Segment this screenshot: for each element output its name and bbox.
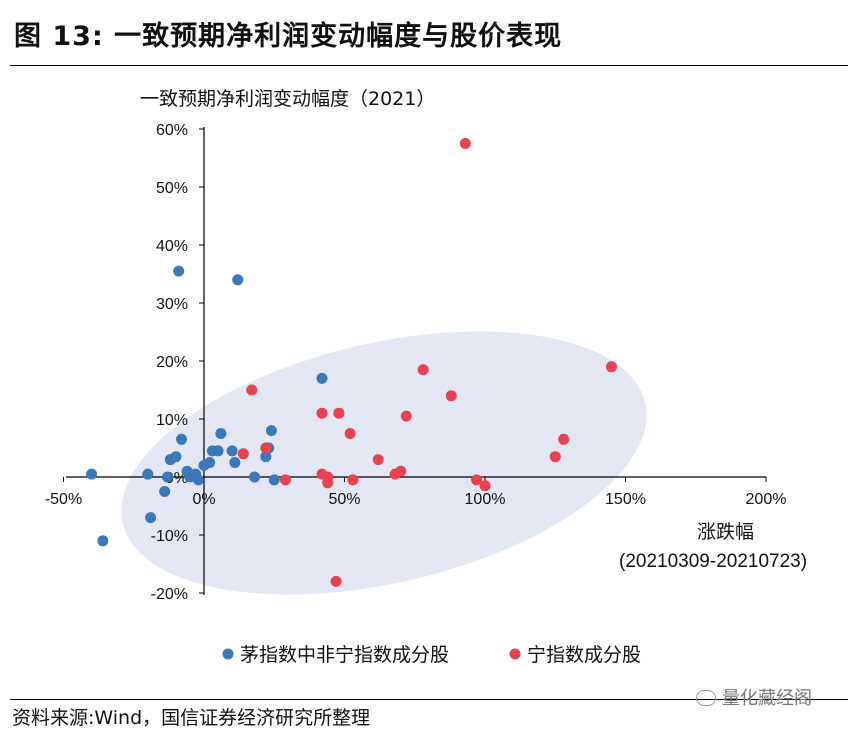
point-ning-index	[333, 407, 345, 419]
point-ning-index	[479, 480, 491, 492]
source-divider	[10, 699, 848, 700]
point-mao-index	[161, 471, 173, 483]
point-mao-index	[173, 265, 185, 277]
point-mao-index	[226, 445, 238, 457]
point-mao-index	[86, 468, 98, 480]
point-mao-index	[164, 454, 176, 466]
point-mao-index	[249, 471, 261, 483]
scatter-chart: -20%-10%0%10%20%30%40%50%60%-50% 0% 50% 100…	[45, 88, 807, 666]
legend-label: 茅指数中非宁指数成分股	[240, 644, 449, 666]
point-mao-index	[97, 535, 109, 547]
point-mao-index	[159, 486, 171, 497]
point-ning-index	[330, 575, 342, 587]
source-note: 资料来源:Wind，国信证券经济研究所整理	[12, 707, 371, 729]
x-tick-label: 200%	[746, 491, 787, 508]
point-ning-index	[395, 465, 407, 477]
point-mao-index	[268, 474, 280, 486]
point-mao-index	[145, 512, 157, 524]
point-ning-index	[445, 390, 457, 402]
legend-label: 宁指数成分股	[527, 644, 641, 666]
x-tick-label: 150%	[605, 491, 646, 508]
point-mao-index	[176, 433, 188, 445]
point-mao-index	[142, 468, 154, 480]
point-ning-index	[605, 361, 617, 373]
point-mao-index	[215, 428, 227, 439]
point-mao-index	[316, 372, 328, 384]
y-tick-label: 30%	[156, 296, 188, 313]
point-ning-index	[246, 384, 258, 396]
watermark-text: 量化藏经阁	[722, 688, 812, 709]
point-mao-index	[260, 451, 272, 463]
point-ning-index	[347, 474, 359, 486]
x-axis-sublabel: (20210309-20210723)	[619, 551, 807, 572]
x-tick-label: 0%	[192, 491, 215, 508]
y-tick-label: 40%	[156, 238, 188, 255]
data-points	[86, 138, 617, 587]
point-ning-index	[237, 448, 249, 460]
x-tick-label: 100%	[465, 491, 506, 508]
point-mao-index	[212, 445, 224, 457]
point-ning-index	[344, 428, 356, 439]
point-ning-index	[400, 410, 412, 422]
legend: 茅指数中非宁指数成分股 宁指数成分股	[222, 644, 641, 666]
y-tick-label: 10%	[156, 412, 188, 429]
point-ning-index	[322, 477, 334, 489]
x-tick-label: -50%	[45, 491, 82, 508]
y-tick-label: 60%	[156, 122, 188, 139]
point-ning-index	[260, 442, 272, 454]
point-ning-index	[471, 474, 483, 486]
legend-marker	[509, 648, 521, 660]
point-ning-index	[549, 451, 561, 463]
y-tick-label: 50%	[156, 180, 188, 197]
point-ning-index	[372, 454, 384, 466]
point-mao-index	[204, 457, 216, 468]
y-tick-label: 20%	[156, 354, 188, 371]
point-ning-index	[558, 433, 570, 445]
point-ning-index	[279, 474, 291, 486]
y-tick-label: -10%	[151, 528, 188, 545]
legend-marker	[222, 648, 234, 660]
point-ning-index	[316, 407, 328, 419]
y-axis-label: 一致预期净利润变动幅度（2021）	[140, 88, 435, 110]
point-mao-index	[192, 474, 204, 486]
y-tick-label: -20%	[151, 586, 188, 603]
x-axis-label: 涨跌幅	[697, 521, 754, 543]
point-mao-index	[232, 274, 244, 286]
point-mao-index	[229, 457, 241, 468]
wechat-icon	[696, 690, 716, 706]
x-tick-label: 50%	[328, 491, 360, 508]
watermark: 量化藏经阁	[696, 684, 812, 710]
point-ning-index	[417, 364, 429, 376]
figure-title: 图 13: 一致预期净利润变动幅度与股价表现	[14, 21, 563, 52]
title-divider	[10, 65, 848, 66]
point-ning-index	[459, 138, 471, 149]
point-mao-index	[265, 425, 277, 437]
highlight-ellipse	[121, 331, 647, 595]
